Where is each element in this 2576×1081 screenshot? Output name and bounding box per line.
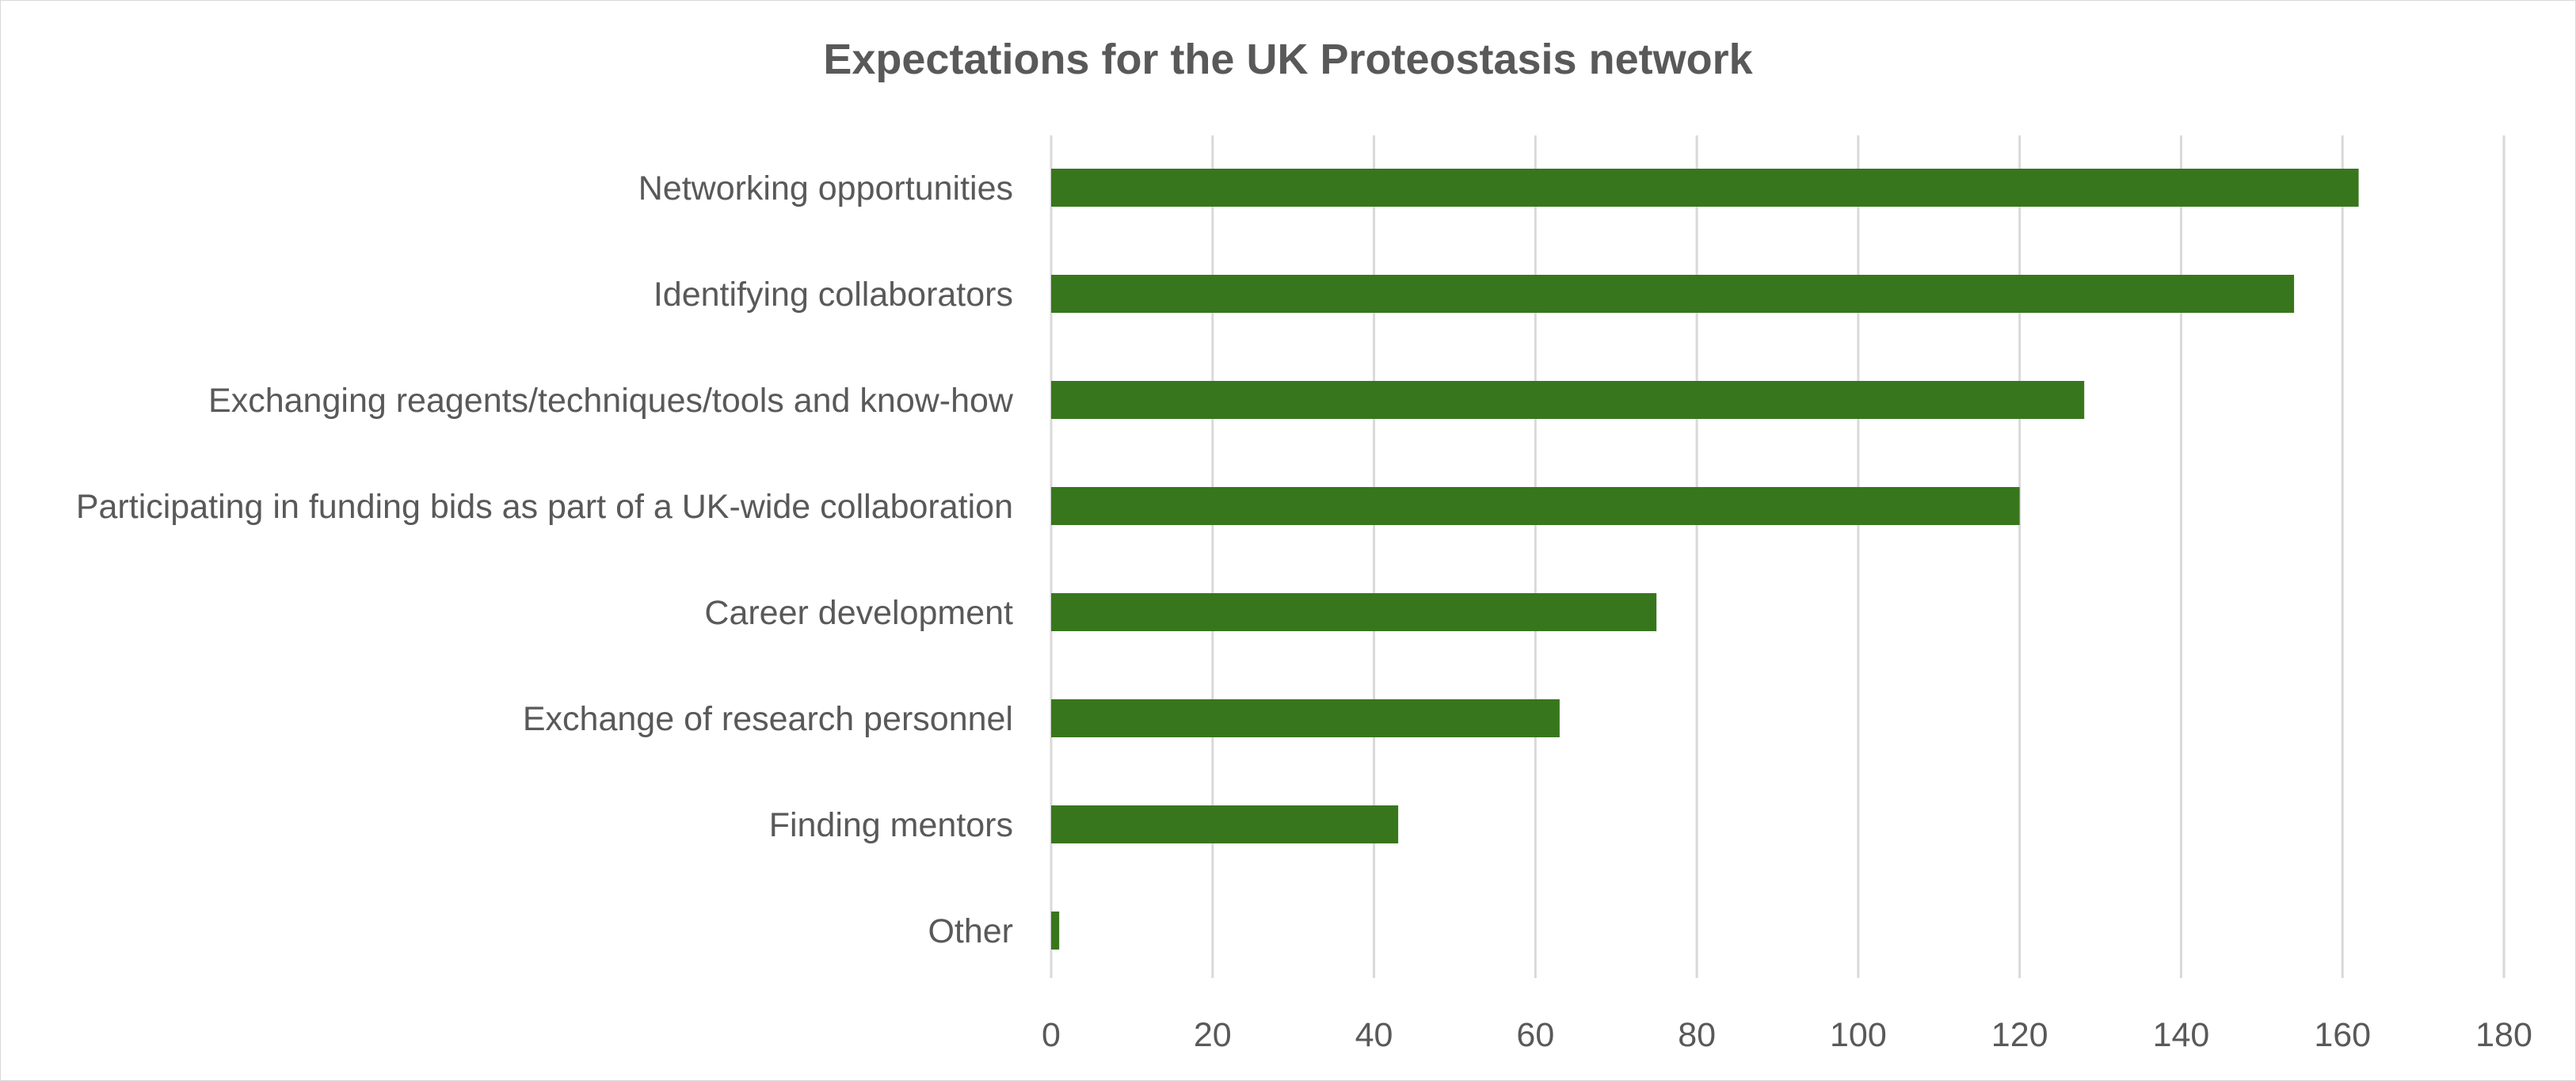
x-tick-label: 80 <box>1678 1016 1716 1054</box>
category-label: Participating in funding bids as part of… <box>76 488 1013 526</box>
x-tick-label: 120 <box>1991 1016 2048 1054</box>
chart-title: Expectations for the UK Proteostasis net… <box>823 36 1753 83</box>
bar <box>1051 593 1657 631</box>
category-label: Finding mentors <box>769 806 1013 844</box>
x-tick-labels: 0 20 40 60 80 100 120 140 160 180 <box>1042 1016 2532 1054</box>
category-label: Exchange of research personnel <box>523 700 1013 738</box>
bar <box>1051 912 1060 950</box>
category-label: Other <box>928 912 1013 950</box>
bar <box>1051 805 1399 843</box>
gridlines <box>1050 135 2506 978</box>
x-tick-label: 180 <box>2475 1016 2532 1054</box>
x-tick-label: 0 <box>1042 1016 1061 1054</box>
bar <box>1051 169 2359 207</box>
category-label: Exchanging reagents/techniques/tools and… <box>208 382 1014 420</box>
category-label: Identifying collaborators <box>654 276 1013 314</box>
bar <box>1051 699 1560 737</box>
x-tick-label: 140 <box>2153 1016 2210 1054</box>
bar <box>1051 381 2085 419</box>
x-tick-label: 100 <box>1830 1016 1887 1054</box>
x-tick-label: 40 <box>1355 1016 1393 1054</box>
category-label: Networking opportunities <box>638 169 1013 207</box>
x-tick-label: 160 <box>2314 1016 2371 1054</box>
x-tick-label: 20 <box>1194 1016 1232 1054</box>
x-tick-label: 60 <box>1516 1016 1554 1054</box>
category-label: Career development <box>704 594 1013 632</box>
bar <box>1051 487 2020 525</box>
bar <box>1051 275 2295 313</box>
category-labels: Networking opportunities Identifying coll… <box>76 169 1014 950</box>
bars <box>1051 169 2359 950</box>
